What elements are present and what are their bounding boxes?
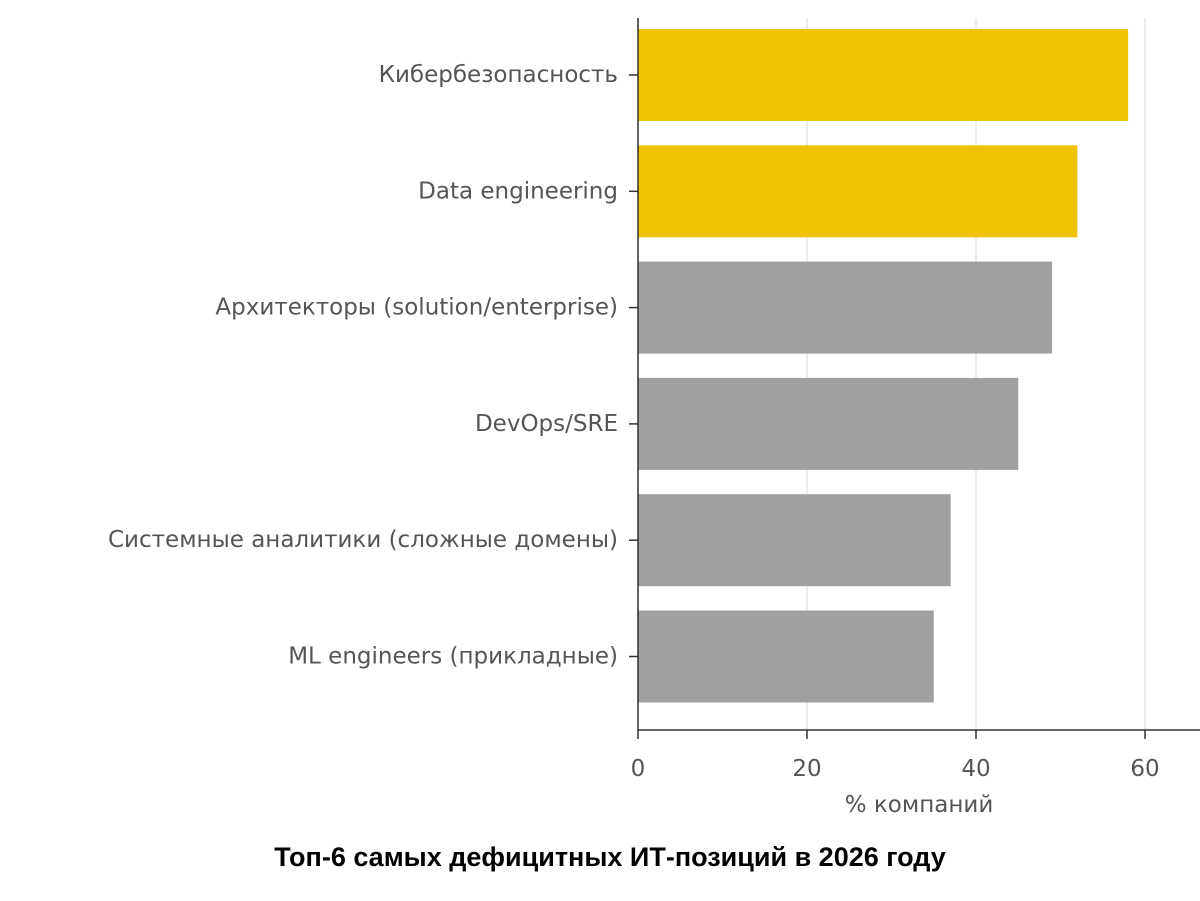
bar (638, 377, 1019, 470)
category-label: ML engineers (прикладные) (288, 644, 618, 670)
axes: 0 20 40 60 (629, 18, 1200, 782)
x-tick-label: 0 (631, 756, 646, 782)
bar-chart: 0 20 40 60 Кибербезопасность Data engineerin… (108, 18, 1200, 818)
category-label: Архитекторы (solution/enterprise) (215, 295, 618, 321)
category-labels: Кибербезопасность Data engineering Архитек… (108, 62, 618, 670)
x-tick-label: 40 (961, 756, 990, 782)
category-label: Кибербезопасность (379, 62, 618, 88)
category-label: Data engineering (418, 178, 618, 204)
bars (638, 29, 1129, 703)
x-tick-label: 20 (792, 756, 821, 782)
bar (638, 261, 1053, 354)
bar (638, 145, 1078, 238)
category-label: DevOps/SRE (475, 411, 618, 437)
chart-caption: Топ-6 самых дефицитных ИТ-позиций в 2026… (274, 842, 946, 872)
category-label: Системные аналитики (сложные домены) (108, 527, 618, 553)
bar (638, 494, 951, 587)
x-tick-label: 60 (1130, 756, 1159, 782)
bar (638, 29, 1129, 121)
x-axis-title: % компаний (845, 792, 994, 818)
bar (638, 610, 934, 703)
